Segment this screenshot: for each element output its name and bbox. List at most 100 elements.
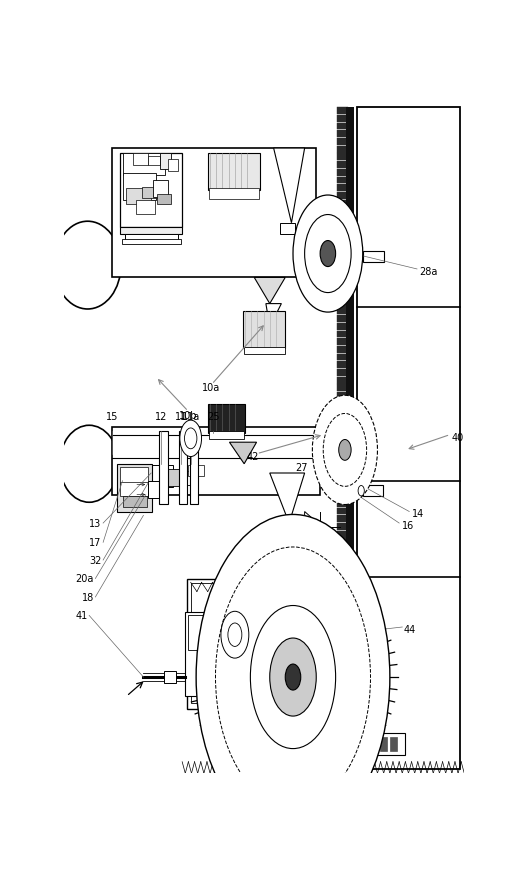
Bar [337,393,348,400]
Bar [337,662,348,668]
Bar [337,339,348,346]
Bar [337,685,348,692]
Bar [337,554,348,561]
Bar [337,239,348,246]
Bar [337,501,348,507]
Bar [370,737,376,751]
Polygon shape [270,474,305,523]
Bar [208,404,245,434]
Bar [142,188,159,199]
Bar [120,155,182,228]
Bar [337,408,348,415]
Text: 17: 17 [89,538,101,547]
Bar [337,547,348,554]
Circle shape [180,421,201,457]
Text: 11a: 11a [182,412,201,422]
Bar [117,464,152,512]
Bar [337,269,348,276]
Bar [337,508,348,514]
Bar [337,562,348,568]
Bar [132,155,148,166]
Text: 15: 15 [106,412,118,422]
Text: 10b: 10b [179,411,198,421]
Bar [337,347,348,354]
Bar [337,147,348,153]
Circle shape [270,639,316,716]
Bar [337,439,348,446]
Bar [337,139,348,146]
Polygon shape [266,304,281,328]
Bar [151,466,173,488]
Bar [337,131,348,138]
Circle shape [250,606,336,749]
Bar [125,235,178,242]
Text: 20a: 20a [76,574,94,584]
Bar [209,189,259,200]
Bar [243,312,285,348]
Bar [337,600,348,607]
Bar [337,447,348,454]
Bar [337,654,348,661]
Circle shape [285,664,301,690]
Bar [337,754,348,761]
Bar [158,195,171,204]
Text: 41: 41 [75,611,88,620]
Bar [337,762,348,769]
Circle shape [293,196,363,313]
Bar [337,462,348,468]
Bar [280,223,295,235]
Circle shape [323,414,367,487]
Bar [179,431,187,504]
Bar [168,469,185,487]
Bar [244,348,285,355]
Bar [337,454,348,461]
Ellipse shape [54,222,121,309]
Bar [337,162,348,169]
Bar [314,441,322,454]
Bar [337,216,348,222]
Bar [120,228,182,235]
Bar [337,293,348,300]
Bar [337,723,348,730]
Bar [380,737,387,751]
Circle shape [221,612,249,659]
Bar [153,182,168,198]
Bar [337,177,348,184]
Bar [337,700,348,707]
Bar [337,623,348,630]
Bar [181,472,195,486]
Bar [164,671,176,683]
Text: 28a: 28a [419,267,438,277]
Bar [337,670,348,676]
Text: 27: 27 [295,462,308,472]
Bar [337,315,348,322]
Bar [337,631,348,638]
Polygon shape [273,149,305,223]
Bar [337,716,348,722]
Bar [188,616,227,650]
Bar [188,466,204,476]
Text: 25: 25 [207,412,219,422]
Bar [184,612,231,696]
Bar [126,189,151,204]
Text: 12: 12 [155,412,167,422]
Bar [337,639,348,646]
Polygon shape [254,278,285,304]
Circle shape [305,216,351,293]
Bar [187,580,350,709]
Bar [337,277,348,284]
Circle shape [228,623,242,647]
Bar [159,431,168,504]
Bar [337,477,348,484]
Bar [337,123,348,130]
Bar [337,323,348,330]
Bar [308,269,319,283]
Bar [208,155,261,191]
Circle shape [320,242,336,268]
Bar [390,737,397,751]
Bar [148,481,162,498]
Bar [120,482,148,496]
Circle shape [215,547,370,807]
Polygon shape [305,512,339,542]
Bar [337,401,348,408]
